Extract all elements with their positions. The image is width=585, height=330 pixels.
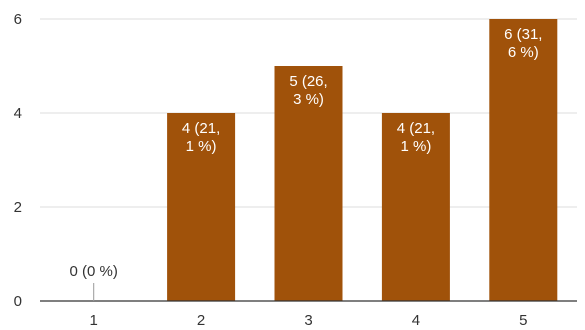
bar — [167, 113, 236, 301]
data-label: 0 (0 %) — [70, 263, 118, 280]
data-label-line: 4 (21, — [182, 120, 220, 137]
data-label-line: 1 %) — [400, 138, 431, 155]
y-tick-label: 6 — [14, 11, 22, 28]
x-tick-label: 5 — [519, 312, 527, 329]
y-tick-label: 0 — [14, 293, 22, 310]
bar — [274, 66, 343, 301]
data-label-line: 6 (31, — [504, 26, 542, 43]
data-label-line: 3 %) — [293, 91, 324, 108]
data-label: 6 (31, 6 %) — [504, 26, 542, 61]
y-tick-label: 2 — [14, 199, 22, 216]
data-label: 4 (21, 1 %) — [397, 120, 435, 155]
data-label: 4 (21, 1 %) — [182, 120, 220, 155]
x-tick-label: 4 — [412, 312, 420, 329]
data-label: 5 (26, 3 %) — [289, 73, 327, 108]
bar — [381, 113, 450, 301]
data-label-line: 1 %) — [186, 138, 217, 155]
x-tick-label: 2 — [197, 312, 205, 329]
data-label-line: 0 (0 %) — [70, 263, 118, 280]
bar — [489, 19, 558, 301]
data-label-line: 6 %) — [508, 44, 539, 61]
x-tick-label: 1 — [90, 312, 98, 329]
data-label-line: 4 (21, — [397, 120, 435, 137]
x-tick-label: 3 — [304, 312, 312, 329]
data-label-line: 5 (26, — [289, 73, 327, 90]
y-tick-label: 4 — [14, 105, 22, 122]
